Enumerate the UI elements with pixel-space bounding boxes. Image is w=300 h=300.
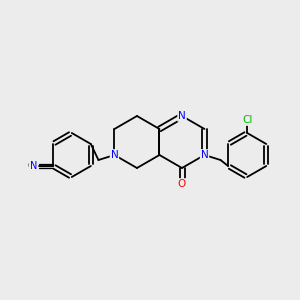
Text: Cl: Cl: [242, 115, 252, 125]
Text: O: O: [178, 179, 186, 189]
Text: N: N: [178, 111, 186, 121]
Text: N: N: [111, 150, 118, 160]
Text: N: N: [30, 161, 37, 171]
Text: C: C: [28, 161, 35, 171]
Text: N: N: [201, 150, 208, 160]
